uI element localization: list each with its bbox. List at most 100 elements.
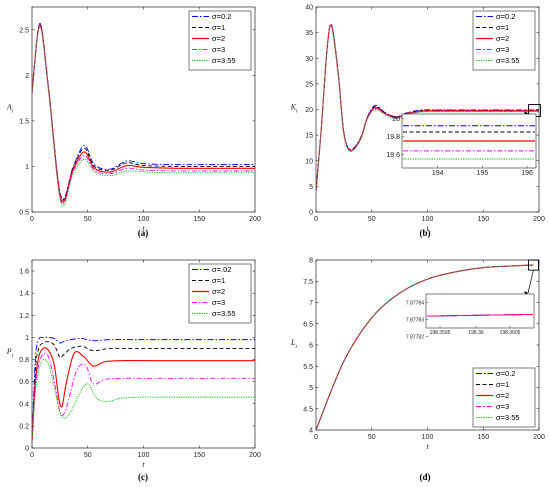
legend-label-4: σ=3 [496, 402, 509, 411]
y-tick-label: 35 [305, 30, 313, 37]
y-tick-label: 4 [309, 428, 313, 435]
y-tick-label: 7.5 [303, 279, 313, 286]
y-tick-label: 6 [309, 343, 313, 350]
series-line-2 [32, 23, 255, 201]
y-tick-label: 0.6 [19, 379, 29, 386]
zoom-arrow [527, 270, 534, 294]
panel-a: 0 50 100 150 2000.511.522.5tAt(a)σ=0.2σ=1σ=2… [6, 6, 261, 238]
y-tick-label: 1.5 [19, 118, 29, 125]
inset-x-tick-label: 195 [477, 170, 489, 177]
legend-label-1: σ=0.2 [496, 12, 515, 21]
y-tick-label: 15 [305, 133, 313, 140]
panel-caption: (a) [138, 228, 149, 238]
legend-label-5: σ=3.55 [212, 309, 236, 318]
series-group [316, 23, 539, 192]
y-axis-label-subscript: t [12, 109, 14, 115]
y-axis-label-main: L [290, 338, 296, 347]
x-axis-label: t [142, 460, 145, 469]
x-tick-label: 200 [533, 216, 545, 223]
y-tick-label: 0.2 [19, 423, 29, 430]
inset-frame [425, 293, 535, 329]
series-line-4 [316, 264, 534, 430]
x-tick-label: 50 [368, 216, 376, 223]
legend-label-4: σ=3 [212, 45, 225, 54]
y-tick-label: 5 [309, 184, 313, 191]
x-tick-label: 0 [30, 216, 34, 223]
inset-y-tick-label: 19.8 [386, 134, 400, 141]
x-tick-label: 50 [84, 216, 92, 223]
series-line-5 [32, 26, 255, 207]
y-axis-label-main: P [6, 347, 12, 356]
legend-label-1: σ=0.2 [212, 12, 231, 21]
x-tick-label: 50 [368, 434, 376, 441]
x-tick-label: 0 [314, 434, 318, 441]
x-tick-label: 200 [249, 452, 261, 459]
series-line-4 [32, 352, 255, 443]
legend-label-3: σ=2 [496, 34, 509, 43]
y-tick-label: 2 [25, 73, 29, 80]
y-tick-label: 6.5 [303, 321, 313, 328]
y-tick-label: 25 [305, 81, 313, 88]
inset-x-tick-label: 198.3605 [500, 330, 521, 336]
y-axis-label: Pt [6, 347, 14, 359]
series-line-5 [32, 358, 255, 443]
legend-label-2: σ=1 [496, 23, 509, 32]
x-axis-label: t [142, 224, 145, 233]
panel-d: 0 50 100 150 20044.555.566.577.58tLt(d)σ=0.2… [290, 258, 545, 483]
x-tick-label: 150 [477, 216, 489, 223]
x-tick-label: 0 [30, 452, 34, 459]
inset-x-tick-label: 194 [432, 170, 444, 177]
series-line-5 [316, 264, 534, 430]
x-tick-label: 150 [193, 452, 205, 459]
zoom-arrow-head [524, 111, 528, 116]
series-group [32, 22, 255, 207]
y-tick-label: 1.2 [19, 313, 29, 320]
y-axis-label-subscript: t [12, 353, 14, 359]
y-tick-label: 0.8 [19, 357, 29, 364]
legend-label-5: σ=3.55 [212, 56, 236, 65]
x-tick-label: 100 [422, 434, 434, 441]
x-axis-label: t [426, 442, 429, 451]
legend-label-2: σ=1 [212, 276, 225, 285]
y-tick-label: 30 [305, 56, 313, 63]
series-group [316, 264, 534, 430]
legend-label-5: σ=3.55 [496, 56, 520, 65]
legend-label-3: σ=2 [496, 391, 509, 400]
inset-y-tick-label: 20 [392, 116, 400, 123]
y-tick-label: 10 [305, 158, 313, 165]
legend-label-2: σ=1 [212, 23, 225, 32]
y-axis-label: Lt [290, 338, 297, 350]
legend-label-2: σ=1 [496, 380, 509, 389]
inset-x-tick-label: 196 [521, 170, 533, 177]
series-line-2 [32, 341, 255, 443]
x-tick-label: 50 [84, 452, 92, 459]
y-tick-label: 7 [309, 300, 313, 307]
inset-y-tick-label: 19.6 [386, 152, 400, 159]
panel-b: 0 50 100 150 2000510152025303540tKt(b)σ=0.2σ… [290, 5, 545, 239]
legend-label-4: σ=3 [212, 298, 225, 307]
y-tick-label: 1 [25, 335, 29, 342]
x-tick-label: 100 [422, 216, 434, 223]
inset-x-tick-label: 198.3595 [430, 330, 451, 336]
legend-label-4: σ=3 [496, 45, 509, 54]
y-tick-label: 40 [305, 5, 313, 12]
y-tick-label: 5.5 [303, 364, 313, 371]
series-group [32, 336, 255, 443]
y-tick-label: 20 [305, 107, 313, 114]
x-tick-label: 200 [533, 434, 545, 441]
y-axis-label-subscript: t [296, 109, 298, 115]
x-tick-label: 100 [138, 216, 150, 223]
inset-y-tick-label: 7.87783 [406, 317, 424, 323]
y-tick-label: 1.6 [19, 269, 29, 276]
y-tick-label: 5 [309, 385, 313, 392]
legend-label-3: σ=2 [212, 34, 225, 43]
series-line-4 [32, 25, 255, 205]
legend-label-1: σ=.02 [212, 265, 231, 274]
series-line-5 [316, 25, 539, 192]
legend-label-5: σ=3.55 [496, 413, 520, 422]
y-tick-label: 1.4 [19, 291, 29, 298]
y-tick-label: 4.5 [303, 406, 313, 413]
y-tick-label: 0.4 [19, 401, 29, 408]
x-tick-label: 150 [193, 216, 205, 223]
